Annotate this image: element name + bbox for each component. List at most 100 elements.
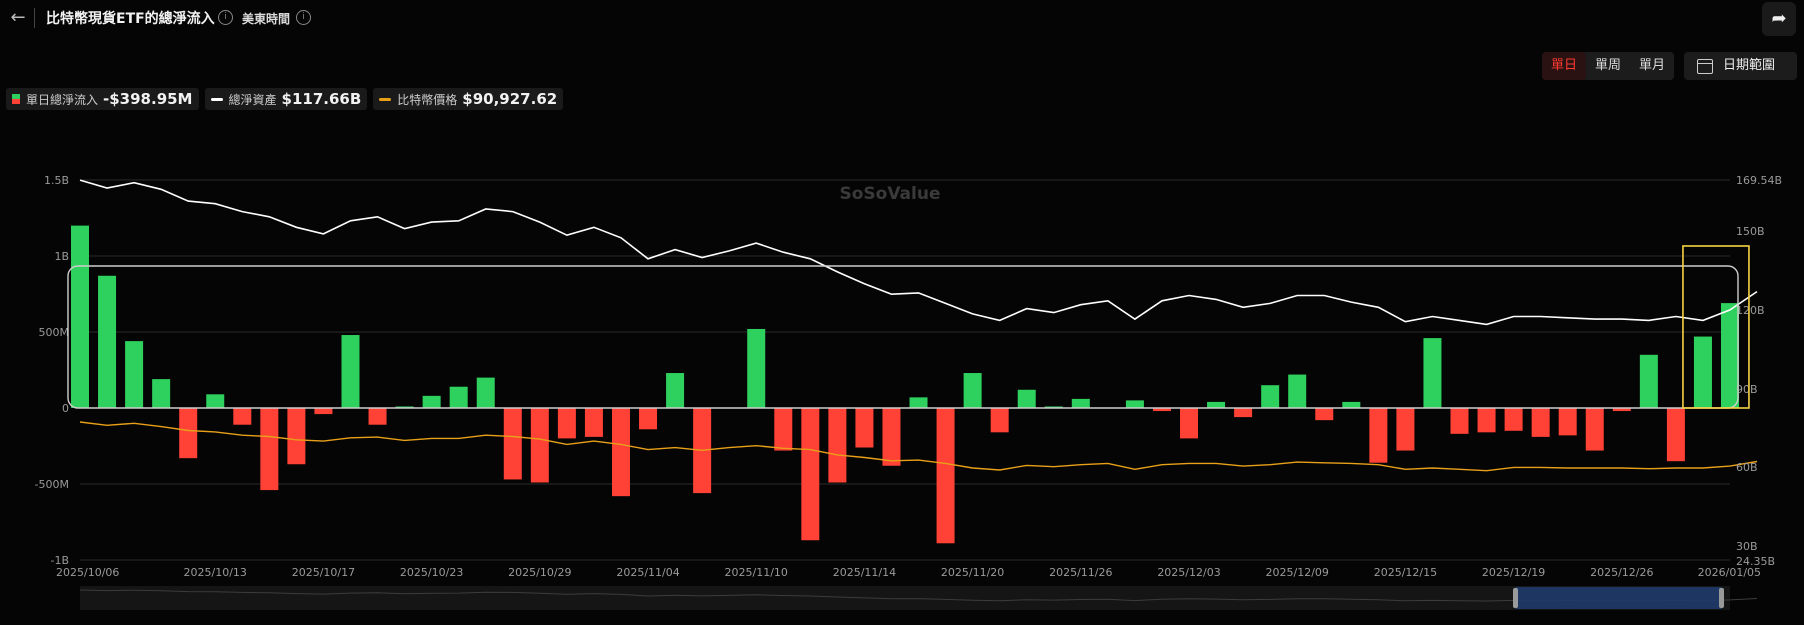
x-tick-label: 2025/11/20	[941, 566, 1004, 579]
legend: 單日總淨流入 -$398.95M 總淨資產 $117.66B 比特幣價格 $90…	[6, 88, 564, 110]
share-icon[interactable]: ➦	[1762, 2, 1796, 36]
legend-value: $90,927.62	[462, 90, 558, 108]
inflow-bar[interactable]	[963, 373, 982, 408]
info-icon[interactable]: i	[218, 10, 233, 25]
inflow-bar[interactable]	[909, 397, 928, 408]
inflow-bar[interactable]	[1071, 398, 1090, 408]
line-swatch-icon	[379, 97, 392, 101]
inflow-bar[interactable]	[449, 386, 468, 408]
outflow-bar[interactable]	[557, 408, 576, 439]
outflow-bar[interactable]	[855, 408, 874, 448]
inflow-bar[interactable]	[1044, 406, 1063, 408]
outflow-bar[interactable]	[1152, 408, 1171, 412]
navigator-right-handle[interactable]	[1719, 588, 1724, 608]
inflow-bar[interactable]	[747, 328, 766, 408]
inflow-bar[interactable]	[341, 335, 360, 408]
y2-tick-label: 90B	[1736, 383, 1758, 396]
inflow-bar[interactable]	[71, 225, 89, 408]
inflow-bar[interactable]	[98, 275, 117, 408]
x-tick-label: 2025/11/04	[616, 566, 679, 579]
outflow-bar[interactable]	[530, 408, 549, 483]
inflow-bar[interactable]	[1639, 354, 1658, 408]
x-tick-label: 2025/10/29	[508, 566, 571, 579]
recent-highlight-box	[1682, 245, 1750, 409]
total-net-assets-line[interactable]	[79, 179, 1758, 326]
outflow-bar[interactable]	[233, 408, 252, 425]
outflow-bar[interactable]	[936, 408, 955, 544]
tab-daily[interactable]: 單日	[1542, 52, 1587, 80]
outflow-bar[interactable]	[1585, 408, 1604, 451]
arrow-left-icon[interactable]: ←	[10, 7, 26, 28]
inflow-bar[interactable]	[1721, 303, 1739, 408]
navigator-track[interactable]	[80, 586, 1730, 610]
outflow-bar[interactable]	[368, 408, 387, 425]
navigator-window[interactable]	[1515, 587, 1722, 609]
outflow-bar[interactable]	[639, 408, 658, 430]
outflow-bar[interactable]	[287, 408, 306, 465]
inflow-bar[interactable]	[666, 373, 685, 408]
outflow-bar[interactable]	[693, 408, 712, 494]
inflow-bar[interactable]	[1261, 385, 1280, 408]
inflow-bar[interactable]	[1423, 338, 1442, 408]
btc-price-line[interactable]	[79, 421, 1758, 472]
outflow-bar[interactable]	[1612, 408, 1631, 412]
outflow-bar[interactable]	[828, 408, 847, 483]
inflow-bar[interactable]	[1342, 401, 1361, 408]
outflow-bar[interactable]	[314, 408, 333, 415]
outflow-bar[interactable]	[1504, 408, 1523, 431]
y-tick-label: -500M	[35, 478, 69, 491]
y2-tick-label: 169.54B	[1736, 174, 1782, 187]
inflow-bar[interactable]	[1125, 400, 1144, 408]
outflow-bar[interactable]	[1450, 408, 1469, 434]
inflow-bar[interactable]	[1693, 336, 1712, 408]
outflow-bar[interactable]	[990, 408, 1009, 433]
outflow-bar[interactable]	[1369, 408, 1388, 463]
legend-btc-price[interactable]: 比特幣價格 $90,927.62	[373, 88, 564, 110]
inflow-bar[interactable]	[395, 406, 414, 408]
tab-weekly[interactable]: 單周	[1595, 58, 1622, 73]
calendar-icon	[1697, 58, 1713, 74]
outflow-bar[interactable]	[1477, 408, 1496, 433]
outflow-bar[interactable]	[179, 408, 198, 459]
x-tick-label: 2025/12/19	[1482, 566, 1545, 579]
timezone-info-icon[interactable]: i	[296, 10, 311, 25]
x-tick-label: 2025/12/09	[1266, 566, 1329, 579]
navigator-left-handle[interactable]	[1513, 588, 1518, 608]
y2-tick-label: 60B	[1736, 461, 1758, 474]
outflow-bar[interactable]	[801, 408, 820, 541]
outflow-bar[interactable]	[1531, 408, 1550, 437]
outflow-bar[interactable]	[503, 408, 522, 480]
tab-monthly[interactable]: 單月	[1639, 58, 1666, 73]
outflow-bar[interactable]	[882, 408, 901, 466]
outflow-bar[interactable]	[1396, 408, 1415, 451]
outflow-bar[interactable]	[260, 408, 279, 491]
inflow-bar[interactable]	[125, 341, 144, 408]
outflow-bar[interactable]	[611, 408, 630, 497]
outflow-bar[interactable]	[1558, 408, 1577, 436]
legend-daily-inflow[interactable]: 單日總淨流入 -$398.95M	[6, 88, 199, 110]
inflow-bar[interactable]	[422, 395, 441, 408]
y-tick-label: 1.5B	[44, 174, 69, 187]
inflow-bar[interactable]	[1288, 374, 1307, 408]
outflow-bar[interactable]	[1666, 408, 1685, 462]
inflow-bar[interactable]	[206, 394, 225, 408]
inflow-bar[interactable]	[152, 379, 171, 408]
header-divider	[34, 8, 35, 28]
date-range-button[interactable]: 日期範圍	[1684, 52, 1797, 80]
legend-total-assets[interactable]: 總淨資產 $117.66B	[204, 88, 368, 110]
outflow-bar[interactable]	[774, 408, 793, 451]
legend-label: 總淨資產	[228, 92, 277, 107]
outflow-bar[interactable]	[1315, 408, 1334, 421]
inflow-bar[interactable]	[476, 377, 495, 408]
period-tabs: 單日 單周 單月	[1542, 52, 1675, 80]
outflow-bar[interactable]	[1234, 408, 1253, 418]
y-tick-label: 500M	[39, 326, 70, 339]
outflow-bar[interactable]	[1180, 408, 1199, 439]
legend-value: $117.66B	[281, 90, 362, 108]
inflow-bar[interactable]	[1017, 389, 1036, 408]
outflow-bar[interactable]	[584, 408, 603, 437]
inflow-bar[interactable]	[1207, 401, 1226, 408]
watermark: SoSoValue	[839, 184, 940, 204]
y2-tick-label: 150B	[1736, 225, 1765, 238]
top-bar: ← 比特幣現貨ETF的總淨流入 i 美東時間 i ➦	[0, 0, 1804, 36]
